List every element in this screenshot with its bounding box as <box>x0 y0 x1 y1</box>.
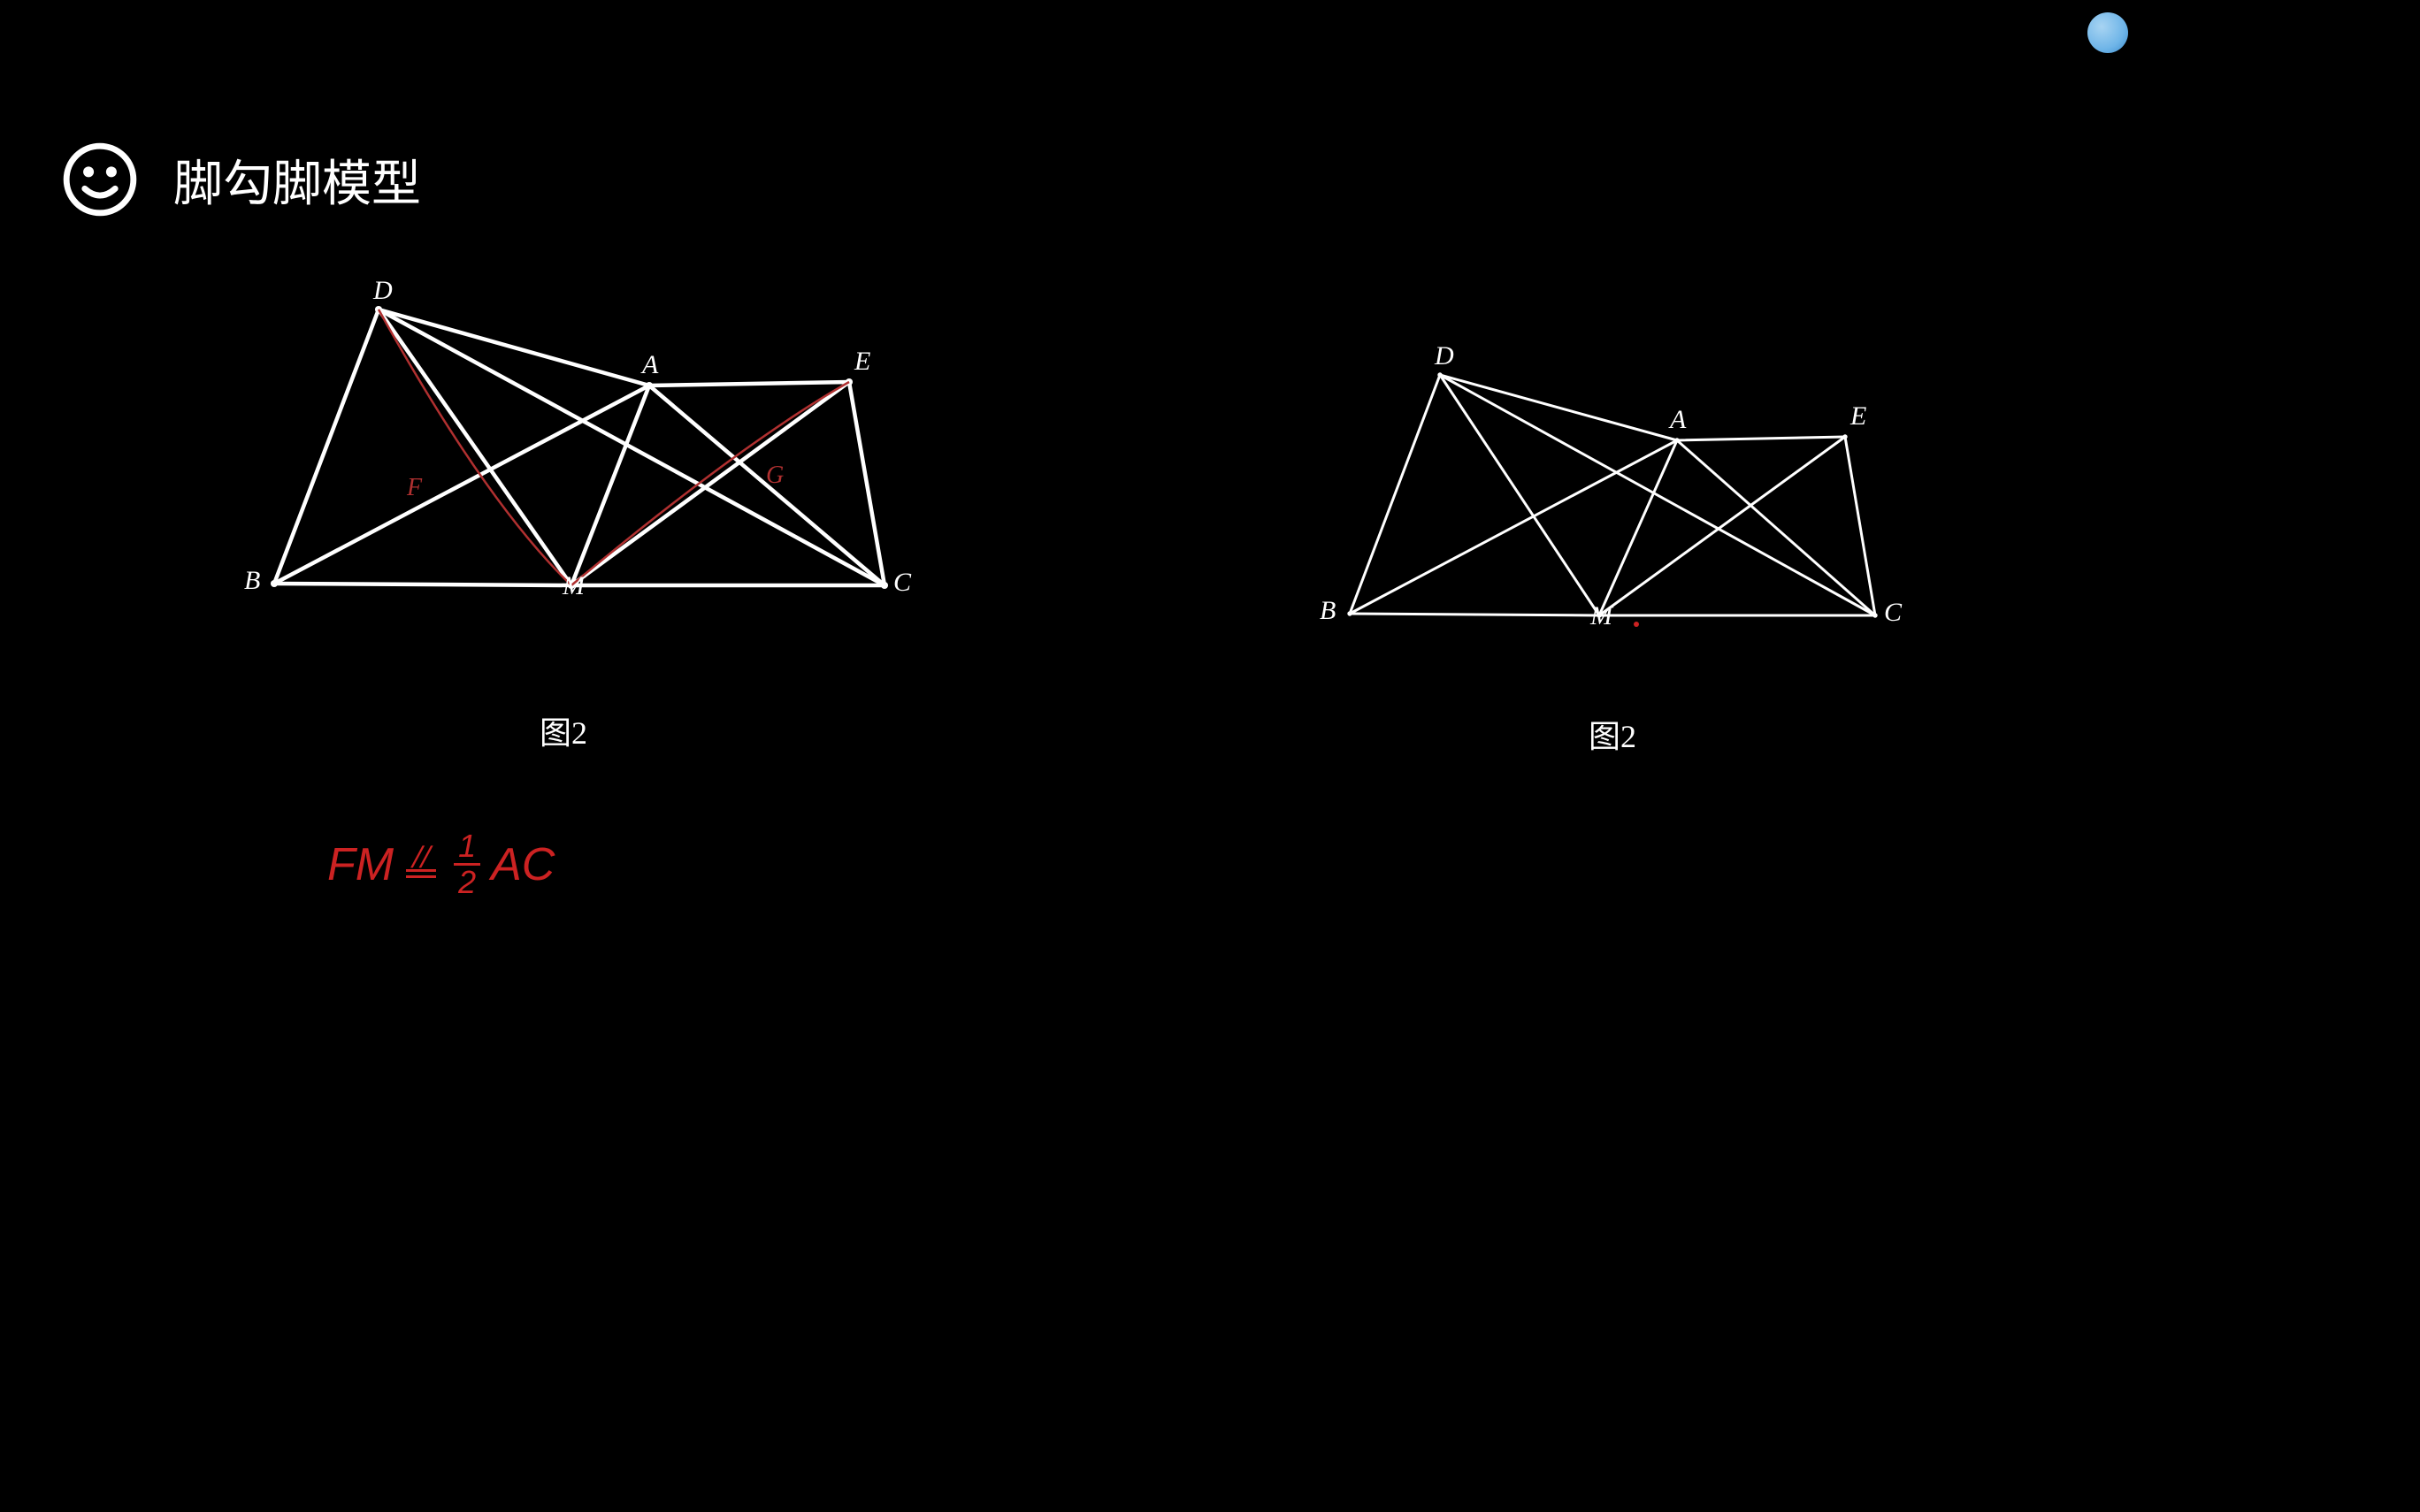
edge-B-A <box>274 386 649 584</box>
vertex-A <box>1674 438 1679 442</box>
caption-left: 图2 <box>540 707 587 753</box>
edge-A-E <box>1677 437 1845 440</box>
vertex-label-M: M <box>563 571 585 601</box>
vertex-label-E: E <box>1850 401 1866 431</box>
vertex-D <box>1437 372 1442 377</box>
vertex-label-A: A <box>1670 405 1686 435</box>
edge-D-C <box>1440 375 1875 615</box>
watermark-badge <box>2087 12 2128 53</box>
vertex-B <box>1347 611 1352 615</box>
formula-fraction: 1 2 <box>454 831 480 897</box>
edge-M-A <box>1599 440 1677 615</box>
page-title: 脚勾脚模型 <box>173 144 421 216</box>
edge-E-C <box>1845 437 1875 615</box>
canvas: { "colors": { "background": "#000000", "… <box>0 0 2420 1512</box>
vertex-label-E: E <box>854 347 870 377</box>
vertex-label-D: D <box>373 276 393 306</box>
edge-B-M <box>274 584 571 585</box>
formula-ac: AC <box>491 838 555 891</box>
caption-right: 图2 <box>1589 711 1636 757</box>
vertex-label-C: C <box>1884 598 1902 628</box>
red-dot <box>1634 622 1639 627</box>
formula-annotation: FM // 1 2 AC <box>327 831 555 897</box>
red-mark-F: F <box>407 474 422 502</box>
vertex-label-B: B <box>244 566 260 596</box>
edge-D-M <box>379 309 571 585</box>
vertex-label-C: C <box>893 568 911 598</box>
vertex-label-B: B <box>1320 596 1336 626</box>
vertex-B <box>271 580 278 587</box>
formula-fm: FM <box>327 838 394 891</box>
edge-D-C <box>379 309 885 585</box>
edge-A-E <box>649 382 849 386</box>
edge-B-A <box>1350 440 1677 614</box>
vertex-A <box>646 382 653 389</box>
edge-B-M <box>1350 614 1599 615</box>
fraction-numerator: 1 <box>458 831 476 861</box>
vertex-label-M: M <box>1590 601 1612 631</box>
edge-M-E <box>1599 437 1845 615</box>
fraction-denominator: 2 <box>458 867 476 897</box>
vertex-label-A: A <box>642 350 658 380</box>
parallel-equal-symbol: // <box>406 851 436 878</box>
edge-A-C <box>1677 440 1875 615</box>
edge-D-A <box>379 309 649 386</box>
edge-D-B <box>274 309 379 584</box>
vertex-E <box>1842 434 1847 439</box>
edge-E-C <box>849 382 885 585</box>
vertex-C <box>1872 613 1877 617</box>
title-row: 脚勾脚模型 <box>62 141 421 218</box>
smiley-icon <box>62 141 138 218</box>
red-mark-G: G <box>766 462 784 490</box>
diagram-left <box>257 283 893 619</box>
edge-D-B <box>1350 375 1440 614</box>
vertex-C <box>881 582 888 589</box>
vertex-label-D: D <box>1435 341 1454 371</box>
